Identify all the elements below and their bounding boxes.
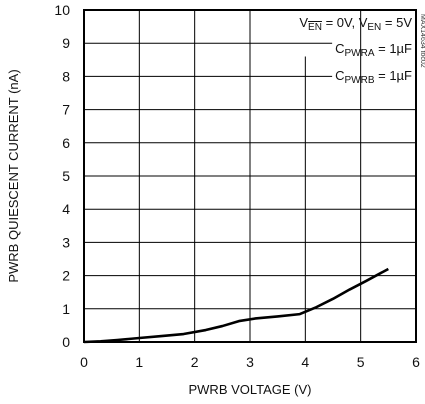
annotation-fragment: EN — [367, 22, 381, 33]
x-axis-title: PWRB VOLTAGE (V) — [188, 382, 311, 397]
y-tick-label: 10 — [54, 2, 70, 18]
y-tick-label: 9 — [62, 35, 70, 51]
y-tick-label: 3 — [62, 234, 70, 250]
plot-frame — [83, 9, 417, 343]
annotation-fragment: = 0V, V — [322, 15, 368, 30]
annotation-fragment: = 1µF — [375, 68, 413, 83]
y-tick-label: 4 — [62, 201, 70, 217]
grid-lines — [84, 10, 416, 342]
y-tick-labels: 0 1 2 3 4 5 6 7 8 9 10 — [54, 2, 70, 350]
x-tick-label: 1 — [135, 354, 143, 370]
annotation-fragment: = 5V — [381, 15, 412, 30]
y-tick-label: 1 — [62, 301, 70, 317]
x-tick-label: 6 — [412, 354, 420, 370]
annotation-fragment: C — [335, 41, 344, 56]
annotation-line: VEN = 0V, VEN = 5V — [299, 15, 412, 33]
y-tick-label: 5 — [62, 168, 70, 184]
y-tick-label: 6 — [62, 135, 70, 151]
y-tick-label: 8 — [62, 68, 70, 84]
x-tick-label: 0 — [80, 354, 88, 370]
annotation-fragment: PWRB — [345, 75, 375, 86]
annotation-fragment: = 1µF — [375, 41, 413, 56]
annotation-fragment: C — [335, 68, 344, 83]
annotation-fragment: V — [299, 15, 308, 30]
annotation-line: CPWRA = 1µF — [335, 41, 412, 59]
x-tick-label: 5 — [357, 354, 365, 370]
figure-id: MAX14634 toc02 — [419, 14, 425, 68]
series-line — [83, 267, 389, 344]
y-tick-label: 2 — [62, 268, 70, 284]
annotation-fragment: EN — [308, 22, 322, 33]
x-tick-label: 3 — [246, 354, 254, 370]
annotation-fragment: PWRA — [345, 48, 375, 59]
x-tick-label: 2 — [191, 354, 199, 370]
x-tick-labels: 0 1 2 3 4 5 6 — [80, 354, 420, 370]
series-layer — [83, 267, 389, 344]
y-axis-title: PWRB QUIESCENT CURRENT (nA) — [6, 69, 21, 282]
y-tick-label: 0 — [62, 334, 70, 350]
annotation-line: CPWRB = 1µF — [335, 68, 412, 86]
y-tick-label: 7 — [62, 102, 70, 118]
x-tick-label: 4 — [301, 354, 309, 370]
